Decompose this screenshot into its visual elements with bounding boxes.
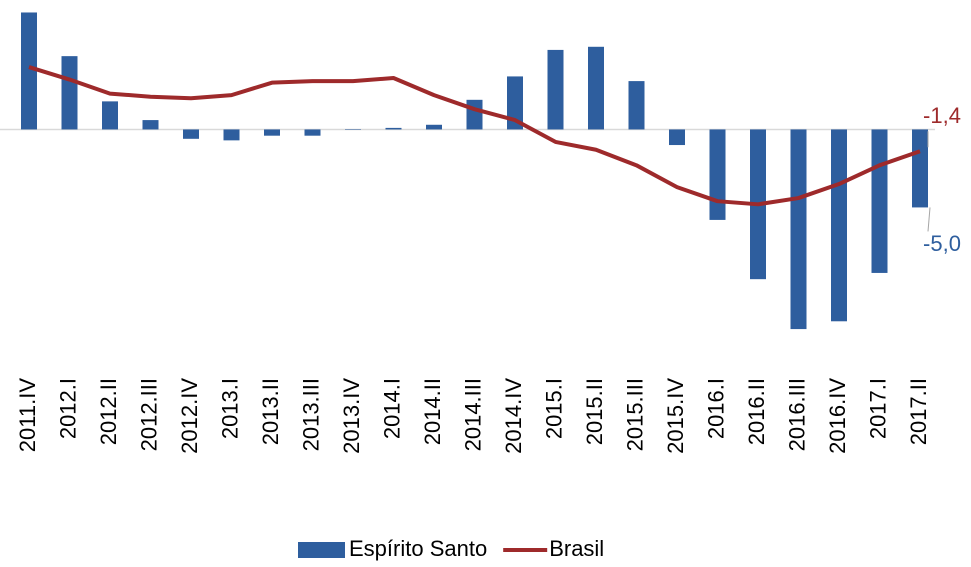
x-tick-label: 2016.I bbox=[703, 378, 728, 439]
line bbox=[28, 65, 921, 207]
x-tick-label: 2013.IV bbox=[339, 378, 364, 454]
bar bbox=[871, 129, 888, 273]
legend-label: Brasil bbox=[549, 536, 604, 561]
x-tick-label: 2016.IV bbox=[825, 378, 850, 454]
bar bbox=[426, 124, 442, 130]
data-label: -5,0 bbox=[923, 231, 961, 256]
bar bbox=[709, 129, 726, 220]
x-tick-label: 2017.II bbox=[906, 378, 931, 445]
x-tick-label: 2014.I bbox=[379, 378, 404, 439]
x-tick-label: 2012.IV bbox=[177, 378, 202, 454]
bar bbox=[669, 129, 685, 146]
bar bbox=[21, 12, 37, 130]
x-tick-label: 2014.II bbox=[420, 378, 445, 445]
bar bbox=[628, 81, 645, 130]
bar bbox=[466, 99, 483, 130]
x-tick-label: 2016.III bbox=[784, 378, 809, 451]
bar bbox=[790, 129, 807, 330]
x-tick-label: 2013.II bbox=[258, 378, 283, 445]
x-tick-label: 2015.II bbox=[582, 378, 607, 445]
x-tick-label: 2015.I bbox=[541, 378, 566, 439]
bar bbox=[507, 76, 523, 130]
x-tick-label: 2014.IV bbox=[501, 378, 526, 454]
bar bbox=[345, 129, 361, 130]
x-tick-label: 2012.II bbox=[96, 378, 121, 445]
x-tick-label: 2017.I bbox=[865, 378, 890, 439]
data-label: -1,4 bbox=[923, 103, 961, 128]
bar bbox=[385, 127, 402, 130]
x-tick-label: 2015.III bbox=[622, 378, 647, 451]
legend-label: Espírito Santo bbox=[349, 536, 487, 561]
bar bbox=[304, 129, 321, 136]
leader-line bbox=[927, 207, 931, 232]
x-tick-label: 2011.IV bbox=[15, 378, 40, 453]
x-tick-label: 2016.II bbox=[744, 378, 769, 445]
x-tick-label: 2015.IV bbox=[663, 378, 688, 454]
bar bbox=[547, 49, 564, 130]
bar bbox=[223, 129, 240, 141]
legend-swatch bbox=[298, 542, 345, 558]
x-tick-label: 2012.I bbox=[55, 378, 80, 439]
x-tick-label: 2012.III bbox=[136, 378, 161, 451]
bar bbox=[102, 101, 118, 130]
bar bbox=[912, 129, 928, 208]
x-tick-label: 2013.I bbox=[217, 378, 242, 439]
bar bbox=[61, 56, 78, 130]
x-tick-label: 2013.III bbox=[298, 378, 323, 451]
bar bbox=[831, 129, 847, 322]
bar bbox=[264, 129, 280, 136]
bar bbox=[183, 129, 199, 139]
bar bbox=[588, 46, 604, 130]
x-tick-label: 2014.III bbox=[460, 378, 485, 451]
bar bbox=[142, 120, 159, 130]
